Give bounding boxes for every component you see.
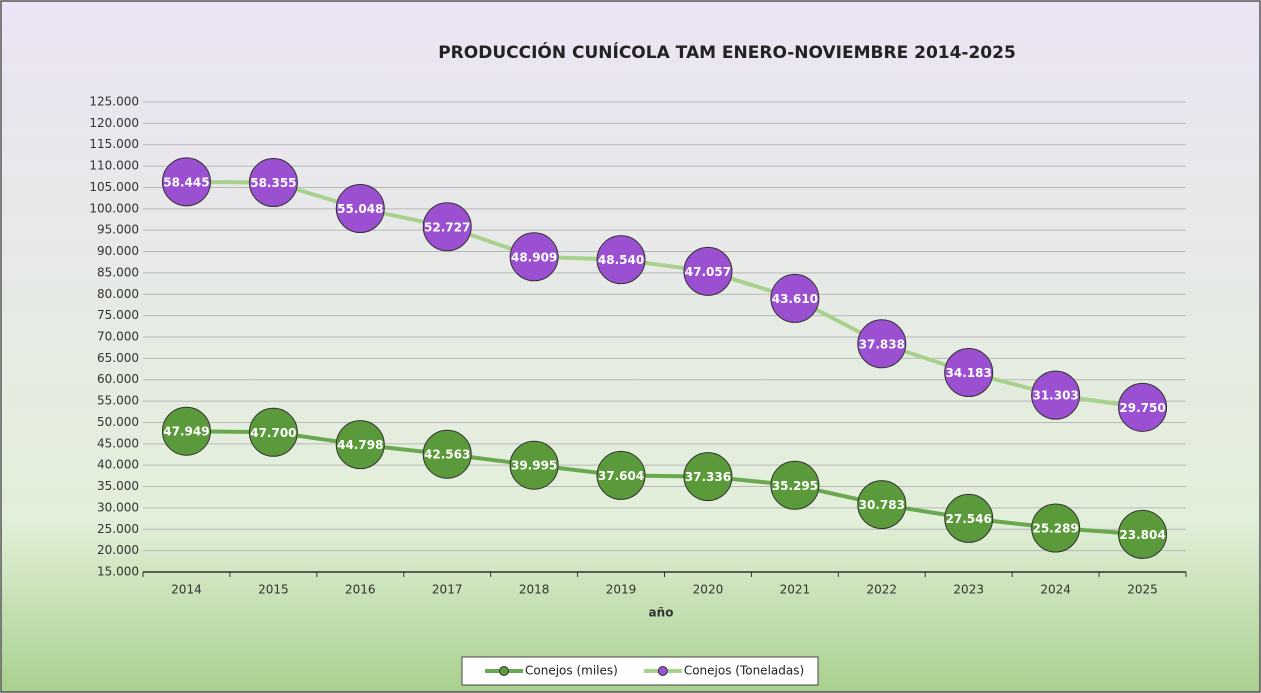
- y-tick-label: 15.000: [97, 565, 139, 579]
- legend-label: Conejos (Toneladas): [684, 664, 804, 678]
- x-tick-label: 2024: [1040, 583, 1071, 597]
- data-label: 37.336: [685, 470, 731, 484]
- y-tick-label: 95.000: [97, 223, 139, 237]
- marker: [683, 452, 733, 502]
- data-label: 58.355: [250, 176, 296, 190]
- y-tick-label: 40.000: [97, 458, 139, 472]
- y-tick-label: 45.000: [97, 436, 139, 450]
- data-label: 43.610: [772, 292, 818, 306]
- marker: [596, 235, 646, 285]
- data-label: 25.289: [1032, 522, 1078, 536]
- marker: [335, 420, 385, 470]
- data-label: 37.604: [598, 469, 644, 483]
- data-label: 55.048: [337, 202, 383, 216]
- y-tick-label: 25.000: [97, 522, 139, 536]
- marker: [509, 232, 559, 282]
- data-label: 34.183: [946, 366, 992, 380]
- data-label: 27.546: [946, 512, 992, 526]
- legend-marker: [499, 666, 509, 676]
- y-tick-label: 90.000: [97, 244, 139, 258]
- y-tick-label: 125.000: [89, 95, 139, 109]
- marker: [422, 429, 472, 479]
- data-label: 48.909: [511, 250, 557, 264]
- y-tick-label: 110.000: [89, 159, 139, 173]
- x-tick-label: 2018: [519, 583, 550, 597]
- marker: [1118, 382, 1168, 432]
- marker: [683, 246, 733, 296]
- x-tick-label: 2020: [693, 583, 724, 597]
- marker: [1118, 509, 1168, 559]
- data-label: 44.798: [337, 438, 383, 452]
- x-tick-label: 2019: [606, 583, 637, 597]
- marker: [944, 493, 994, 543]
- y-tick-label: 85.000: [97, 265, 139, 279]
- y-tick-label: 50.000: [97, 415, 139, 429]
- x-tick-label: 2023: [953, 583, 984, 597]
- y-tick-label: 100.000: [89, 201, 139, 215]
- x-tick-label: 2017: [432, 583, 463, 597]
- marker: [857, 319, 907, 369]
- y-tick-label: 35.000: [97, 479, 139, 493]
- data-label: 31.303: [1032, 389, 1078, 403]
- legend-label: Conejos (miles): [525, 664, 618, 678]
- marker: [161, 406, 211, 456]
- marker: [248, 158, 298, 208]
- x-tick-label: 2025: [1127, 583, 1158, 597]
- marker: [1031, 503, 1081, 553]
- y-tick-label: 65.000: [97, 351, 139, 365]
- marker: [770, 460, 820, 510]
- marker: [944, 348, 994, 398]
- y-tick-label: 20.000: [97, 543, 139, 557]
- marker: [335, 184, 385, 234]
- chart-title: PRODUCCIÓN CUNÍCOLA TAM ENERO-NOVIEMBRE …: [438, 41, 1016, 63]
- data-label: 52.727: [424, 220, 470, 234]
- y-tick-label: 120.000: [89, 116, 139, 130]
- data-label: 47.700: [250, 426, 296, 440]
- x-tick-label: 2016: [345, 583, 376, 597]
- data-label: 23.804: [1119, 528, 1165, 542]
- y-tick-label: 115.000: [89, 137, 139, 151]
- y-tick-label: 105.000: [89, 180, 139, 194]
- marker: [509, 440, 559, 490]
- marker: [422, 202, 472, 252]
- x-axis-title: año: [649, 606, 674, 620]
- data-label: 47.949: [163, 425, 209, 439]
- y-tick-label: 70.000: [97, 330, 139, 344]
- data-label: 48.540: [598, 253, 644, 267]
- y-tick-label: 80.000: [97, 287, 139, 301]
- x-tick-label: 2014: [171, 583, 202, 597]
- y-tick-label: 60.000: [97, 372, 139, 386]
- y-tick-label: 75.000: [97, 308, 139, 322]
- marker: [161, 157, 211, 207]
- data-label: 47.057: [685, 265, 731, 279]
- x-tick-label: 2015: [258, 583, 289, 597]
- data-label: 58.445: [163, 175, 209, 189]
- marker: [857, 480, 907, 530]
- x-tick-label: 2021: [780, 583, 811, 597]
- marker: [1031, 370, 1081, 420]
- data-label: 37.838: [859, 337, 905, 351]
- marker: [596, 450, 646, 500]
- data-label: 35.295: [772, 479, 818, 493]
- data-label: 42.563: [424, 448, 470, 462]
- data-label: 30.783: [859, 498, 905, 512]
- x-tick-label: 2022: [867, 583, 898, 597]
- marker: [248, 407, 298, 457]
- y-tick-label: 55.000: [97, 394, 139, 408]
- y-tick-label: 30.000: [97, 500, 139, 514]
- data-label: 39.995: [511, 459, 557, 473]
- marker: [770, 273, 820, 323]
- legend-marker: [657, 666, 668, 676]
- data-label: 29.750: [1119, 401, 1165, 415]
